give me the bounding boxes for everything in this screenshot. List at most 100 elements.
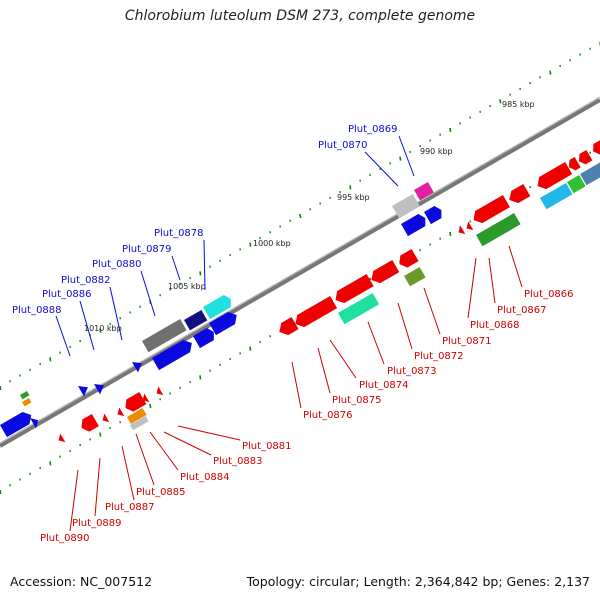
gene-glyph[interactable] [470, 195, 510, 226]
gene-glyph[interactable] [132, 358, 145, 373]
reverse-genes [56, 139, 600, 445]
gene-glyph[interactable] [567, 175, 586, 194]
scale-tick [249, 346, 252, 351]
leader-line [397, 302, 413, 350]
gene-label[interactable]: Plut_0876 [303, 410, 353, 421]
gene-glyph[interactable] [396, 249, 419, 270]
scale-tick [99, 432, 102, 437]
gene-glyph[interactable] [414, 182, 434, 201]
gene-glyph[interactable] [152, 337, 195, 371]
genome-backbone-highlight [0, 96, 600, 444]
scale-tick [199, 375, 202, 380]
gene-glyph[interactable] [193, 326, 217, 349]
gene-glyph[interactable] [534, 162, 573, 192]
gene-label[interactable]: Plut_0871 [442, 336, 492, 347]
forward-gene-labels: Plut_0869 Plut_0870 Plut_0878 Plut_0879 … [12, 124, 398, 316]
gene-glyph[interactable] [580, 162, 600, 186]
scale-tick [549, 70, 552, 75]
gene-glyph[interactable] [401, 212, 429, 237]
gene-glyph[interactable] [464, 221, 474, 233]
gene-glyph[interactable] [292, 296, 338, 330]
gene-glyph[interactable] [56, 433, 66, 445]
gene-glyph[interactable] [456, 225, 466, 237]
leader-line [135, 433, 155, 486]
gene-glyph[interactable] [142, 319, 187, 353]
scale-label-990: 990 kbp [420, 147, 453, 156]
gene-glyph[interactable] [78, 382, 91, 397]
gene-glyph[interactable] [566, 157, 581, 172]
gene-label[interactable]: Plut_0885 [136, 487, 186, 498]
leader-lines [55, 135, 523, 532]
gene-glyph[interactable] [184, 310, 208, 331]
gene-glyph[interactable] [22, 398, 32, 407]
gene-glyph[interactable] [0, 409, 35, 438]
gene-label[interactable]: Plut_0890 [40, 533, 90, 544]
gene-glyph[interactable] [209, 309, 240, 336]
gene-glyph[interactable] [30, 415, 41, 429]
accession-text: Accession: NC_007512 [10, 574, 153, 589]
scale-tick [449, 127, 452, 133]
gene-glyph[interactable] [476, 213, 521, 247]
leader-line [329, 339, 357, 379]
scale-tick [49, 461, 52, 466]
gene-glyph[interactable] [332, 274, 374, 306]
gene-label[interactable]: Plut_0878 [154, 228, 204, 239]
gene-glyph[interactable] [540, 183, 573, 210]
gene-label[interactable]: Plut_0886 [42, 289, 92, 300]
gene-label[interactable]: Plut_0873 [387, 366, 437, 377]
gene-label[interactable]: Plut_0889 [72, 518, 122, 529]
scale-tick [99, 328, 102, 333]
scale-tick [249, 242, 252, 247]
gene-label[interactable]: Plut_0874 [359, 380, 409, 391]
gene-glyph[interactable] [127, 408, 147, 424]
gene-glyph[interactable] [338, 293, 380, 325]
gene-glyph[interactable] [130, 416, 149, 431]
gene-glyph[interactable] [154, 386, 164, 398]
gene-label[interactable]: Plut_0887 [105, 502, 155, 513]
gene-glyph[interactable] [78, 414, 99, 434]
leader-line [317, 347, 331, 394]
gene-label[interactable]: Plut_0883 [213, 456, 263, 467]
leader-line [69, 469, 79, 532]
gene-glyph[interactable] [122, 392, 147, 414]
leader-line [203, 239, 206, 291]
gene-glyph[interactable] [424, 204, 445, 225]
gene-label[interactable]: Plut_0881 [242, 441, 292, 452]
gene-glyph[interactable] [276, 317, 299, 338]
gene-glyph[interactable] [115, 407, 125, 419]
gene-label[interactable]: Plut_0888 [12, 305, 62, 316]
gene-label[interactable]: Plut_0870 [318, 140, 368, 151]
gene-label[interactable]: Plut_0872 [414, 351, 464, 362]
gene-label[interactable]: Plut_0880 [92, 259, 142, 270]
gene-label[interactable]: Plut_0866 [524, 289, 574, 300]
leader-line [79, 300, 95, 351]
gene-label[interactable]: Plut_0879 [122, 244, 172, 255]
gene-label[interactable]: Plut_0867 [497, 305, 547, 316]
gene-glyph[interactable] [140, 393, 150, 405]
leader-line [467, 257, 477, 319]
gene-glyph[interactable] [368, 260, 400, 286]
gene-glyph[interactable] [590, 139, 600, 156]
gene-glyph[interactable] [20, 391, 30, 400]
leader-line [367, 321, 385, 365]
scale-tick [299, 213, 302, 219]
leader-line [109, 286, 123, 341]
scale-tick [199, 271, 202, 276]
leader-line [149, 431, 179, 471]
gene-glyph[interactable] [94, 380, 107, 395]
leader-line [177, 425, 241, 441]
gene-glyph[interactable] [203, 293, 234, 320]
gene-label[interactable]: Plut_0868 [470, 320, 520, 331]
gene-label[interactable]: Plut_0884 [180, 472, 230, 483]
gene-glyph[interactable] [100, 413, 110, 425]
gene-glyph[interactable] [392, 194, 420, 219]
scale-tick [349, 185, 352, 190]
gene-label[interactable]: Plut_0875 [332, 395, 382, 406]
gene-label[interactable]: Plut_0882 [61, 275, 111, 286]
gene-label[interactable]: Plut_0869 [348, 124, 398, 135]
scale-tick [499, 99, 502, 104]
gene-glyph[interactable] [404, 267, 426, 287]
gene-glyph[interactable] [506, 184, 531, 206]
gene-glyph[interactable] [576, 150, 593, 166]
